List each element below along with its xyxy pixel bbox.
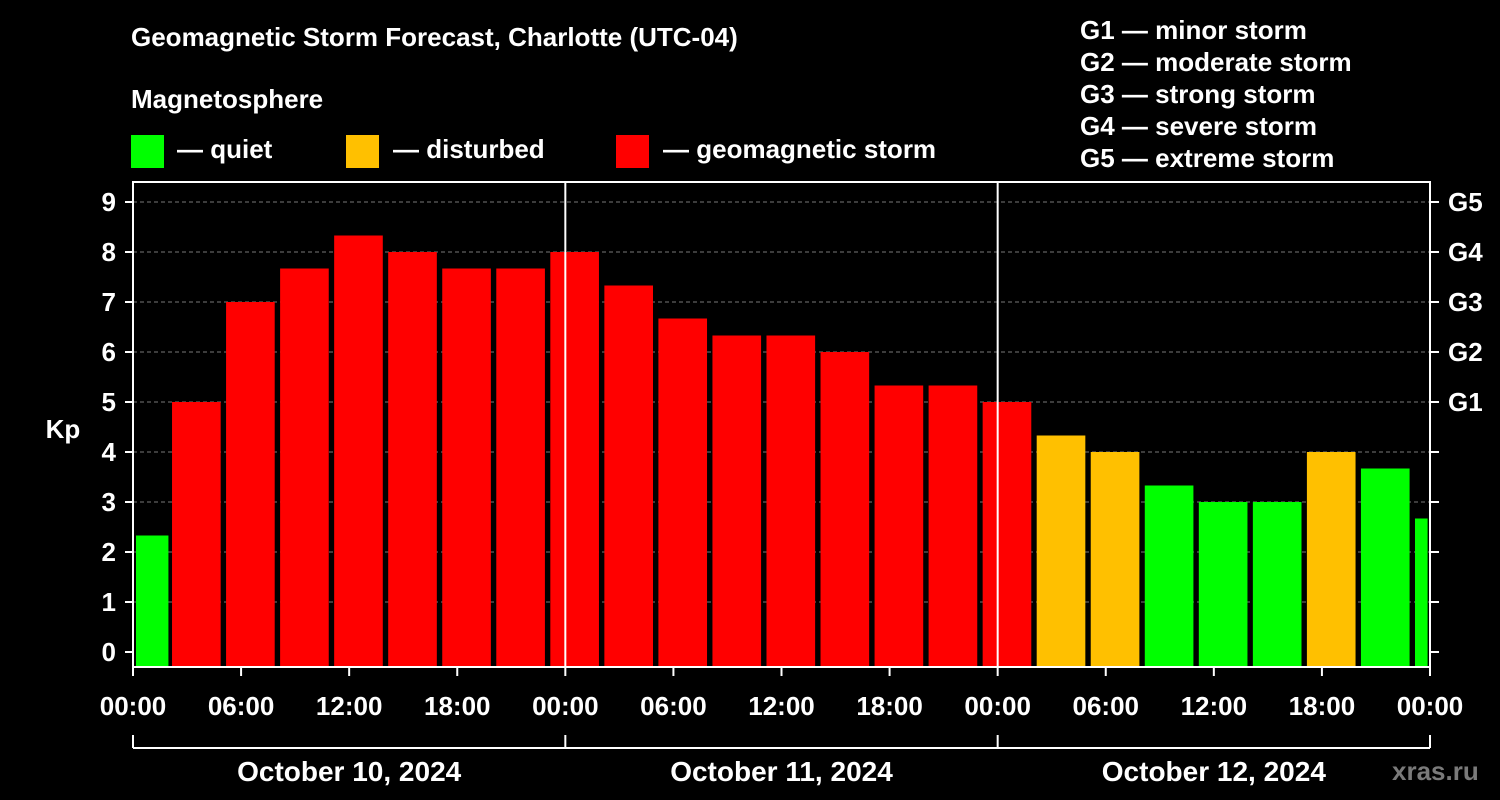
date-label: October 12, 2024: [1102, 756, 1327, 787]
y-tick-label: 7: [102, 287, 116, 317]
g-scale-item-g2: G2 — moderate storm: [1080, 47, 1352, 77]
g-level-label: G2: [1448, 337, 1483, 367]
g-scale-item-g1: G1 — minor storm: [1080, 15, 1307, 45]
kp-bar: [226, 302, 275, 667]
y-tick-label: 6: [102, 337, 116, 367]
legend-label-disturbed: — disturbed: [393, 134, 545, 164]
y-tick-label: 3: [102, 487, 116, 517]
legend-label-quiet: — quiet: [177, 134, 273, 164]
kp-bar: [712, 335, 762, 667]
g-level-label: G4: [1448, 237, 1483, 267]
kp-bar: [388, 252, 437, 667]
kp-bar: [1306, 452, 1356, 667]
kp-bar: [766, 335, 816, 667]
kp-bar: [280, 268, 329, 667]
g-scale-item-g3: G3 — strong storm: [1080, 79, 1316, 109]
g-level-label: G3: [1448, 287, 1483, 317]
x-tick-label: 12:00: [316, 691, 383, 721]
legend-swatch-quiet: [131, 135, 164, 168]
kp-bar: [820, 352, 870, 667]
g-scale-item-g4: G4 — severe storm: [1080, 111, 1318, 141]
chart-title: Geomagnetic Storm Forecast, Charlotte (U…: [131, 22, 738, 52]
kp-bar: [658, 318, 708, 667]
kp-bar: [1036, 435, 1086, 667]
watermark: xras.ru: [1392, 756, 1479, 786]
y-tick-label: 0: [102, 637, 116, 667]
legend-label-storm: — geomagnetic storm: [663, 134, 937, 164]
x-tick-label: 00:00: [1397, 691, 1464, 721]
g-scale-item-g5: G5 — extreme storm: [1080, 143, 1335, 173]
kp-bar: [1252, 502, 1302, 667]
x-tick-label: 18:00: [1289, 691, 1356, 721]
g-scale-legend: G1 — minor storm G2 — moderate storm G3 …: [1080, 14, 1352, 174]
x-tick-label: 06:00: [640, 691, 707, 721]
date-label: October 11, 2024: [670, 756, 893, 787]
kp-bar: [982, 402, 1032, 667]
date-label: October 10, 2024: [237, 756, 462, 787]
x-tick-label: 12:00: [748, 691, 815, 721]
g-level-label: G5: [1448, 187, 1483, 217]
kp-bar: [1144, 485, 1194, 667]
kp-bar: [1090, 452, 1140, 667]
kp-bar: [496, 268, 545, 667]
kp-bar: [1198, 502, 1248, 667]
g-level-label: G1: [1448, 387, 1483, 417]
y-tick-label: 8: [102, 237, 116, 267]
x-tick-label: 18:00: [424, 691, 491, 721]
kp-bar: [334, 235, 383, 667]
kp-bar: [442, 268, 491, 667]
kp-bar: [1360, 468, 1410, 667]
x-tick-label: 06:00: [208, 691, 275, 721]
y-tick-label: 4: [102, 437, 117, 467]
kp-bar: [604, 285, 653, 667]
kp-bar: [874, 385, 924, 667]
kp-bar: [172, 402, 221, 667]
y-tick-label: 2: [102, 537, 116, 567]
legend-swatch-storm: [616, 135, 649, 168]
legend-heading: Magnetosphere: [131, 84, 324, 114]
y-tick-label: 9: [102, 187, 116, 217]
kp-bar: [1414, 518, 1428, 667]
x-tick-label: 00:00: [100, 691, 167, 721]
x-tick-label: 00:00: [964, 691, 1031, 721]
y-tick-label: 1: [102, 587, 116, 617]
y-axis-label: Kp: [46, 414, 81, 444]
kp-bar: [136, 535, 169, 667]
legend-swatch-disturbed: [346, 135, 379, 168]
kp-bar: [550, 252, 599, 667]
x-tick-label: 00:00: [532, 691, 599, 721]
kp-bar: [928, 385, 978, 667]
y-tick-label: 5: [102, 387, 116, 417]
x-tick-label: 06:00: [1073, 691, 1140, 721]
x-tick-label: 12:00: [1181, 691, 1248, 721]
x-tick-label: 18:00: [856, 691, 923, 721]
